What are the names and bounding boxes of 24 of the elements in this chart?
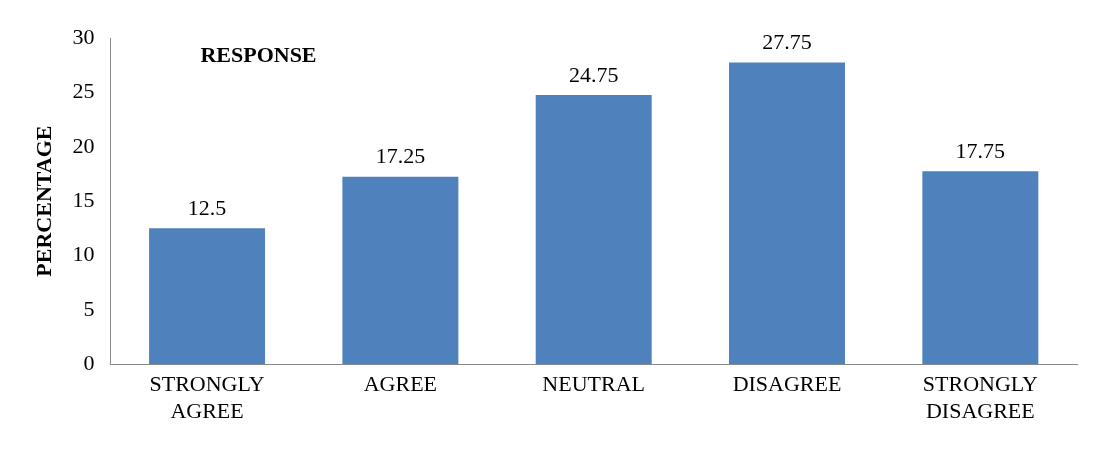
- y-tick-label: 20: [72, 132, 95, 158]
- x-tick-label: AGREE: [363, 371, 438, 397]
- bar: [342, 176, 459, 365]
- data-label: 24.75: [568, 61, 619, 87]
- y-tick-label: 5: [83, 295, 95, 321]
- x-tick-label: DISAGREE: [732, 371, 842, 397]
- data-label: 12.5: [187, 195, 227, 221]
- x-tick-label: NEUTRAL: [542, 371, 646, 397]
- y-tick-label: 25: [72, 78, 95, 104]
- bar: [922, 171, 1039, 365]
- y-tick-label: 10: [72, 241, 95, 267]
- data-label: 27.75: [762, 29, 812, 55]
- y-axis-title: PERCENTAGE: [30, 125, 56, 277]
- x-tick-label: STRONGLY AGREE: [149, 371, 265, 423]
- y-tick-label: 15: [72, 186, 95, 212]
- chart-title: RESPONSE: [200, 41, 317, 67]
- bar: [729, 62, 846, 365]
- bar: [149, 228, 266, 365]
- bar: [535, 95, 652, 365]
- data-label: 17.25: [375, 143, 426, 169]
- y-tick-label: 0: [83, 349, 95, 375]
- data-label: 17.75: [955, 137, 1006, 163]
- x-tick-label: STRONGLY DISAGREE: [922, 371, 1039, 423]
- y-tick-label: 30: [72, 23, 95, 49]
